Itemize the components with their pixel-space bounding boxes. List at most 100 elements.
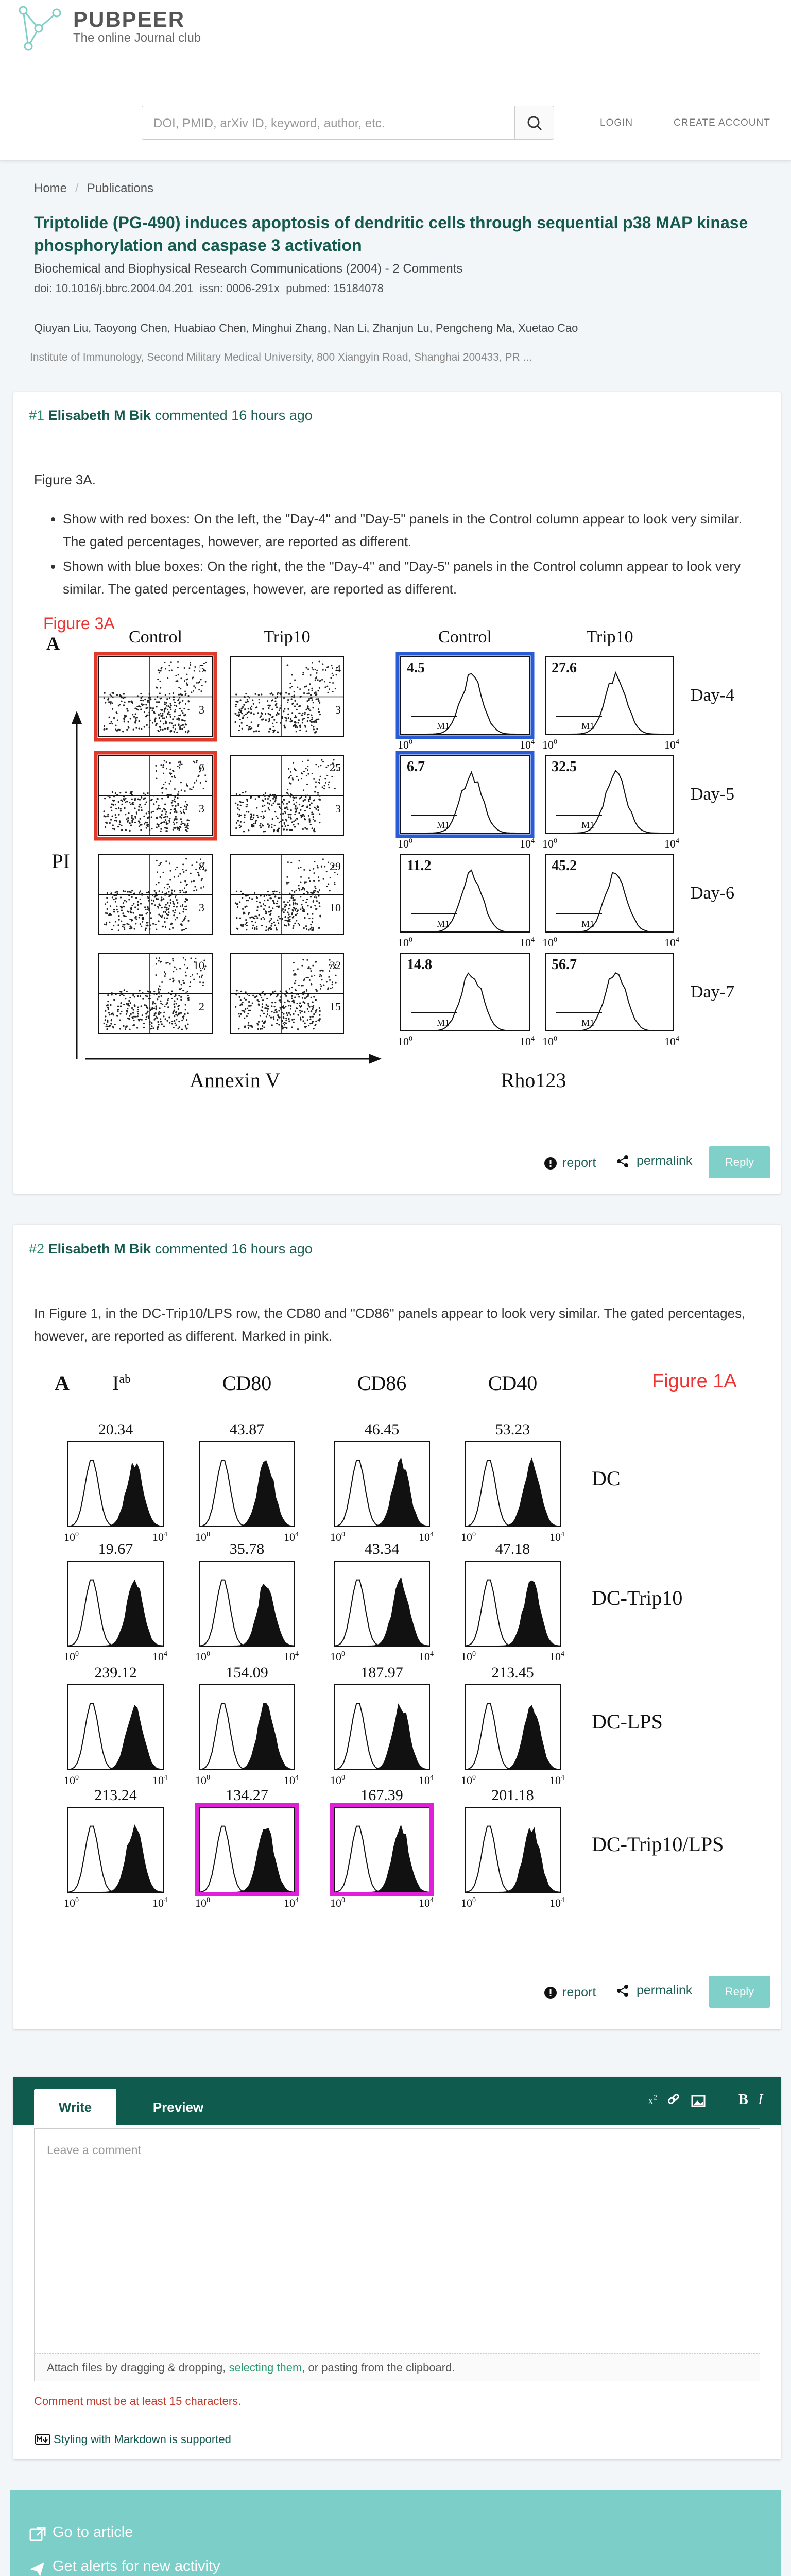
scatter-dot	[309, 674, 312, 676]
scatter-dot	[238, 708, 240, 710]
reply-button[interactable]: Reply	[709, 1976, 770, 2008]
italic-button[interactable]: I	[758, 2092, 763, 2108]
scatter-dot	[167, 961, 169, 963]
comment-textarea[interactable]: Leave a comment	[34, 2128, 760, 2353]
scatter-dot	[131, 815, 133, 817]
toolbar-icons[interactable]	[666, 2094, 713, 2109]
scatter-dot	[126, 990, 128, 993]
scatter-dot	[307, 892, 309, 894]
comment-number[interactable]: #1	[29, 408, 45, 423]
scatter-dot	[244, 816, 246, 818]
scatter-dot	[143, 815, 145, 817]
tick-base: 10	[398, 738, 409, 751]
tick-base: 10	[664, 837, 676, 850]
scatter-dot	[112, 1012, 114, 1014]
scatter-dot	[164, 661, 166, 663]
scatter-dot	[264, 830, 266, 833]
scatter-dot	[307, 766, 309, 768]
scatter-dot	[196, 682, 198, 684]
scatter-dot	[306, 707, 308, 709]
select-files-link[interactable]: selecting them	[229, 2361, 302, 2374]
scatter-dot	[181, 710, 183, 712]
go-to-article-link[interactable]: Go to article	[53, 2524, 133, 2540]
scatter-dot	[314, 692, 316, 694]
mfi-value: 43.34	[365, 1540, 400, 1557]
scatter-dot	[168, 821, 170, 823]
reply-button[interactable]: Reply	[709, 1146, 770, 1178]
axis-tick-label: 104	[549, 1531, 564, 1544]
comment-time[interactable]: commented 16 hours ago	[154, 408, 313, 423]
breadcrumb-link[interactable]: Publications	[87, 181, 154, 195]
scatter-dot	[315, 989, 317, 991]
scatter-dot	[240, 814, 243, 817]
comment-time[interactable]: commented 16 hours ago	[154, 1241, 313, 1257]
report-link[interactable]: report	[562, 1985, 596, 1999]
scatter-dot	[293, 824, 295, 826]
scatter-dot	[278, 1024, 280, 1026]
preview-tab[interactable]: Preview	[152, 2099, 204, 2115]
scatter-dot	[235, 705, 237, 707]
scatter-dot	[290, 775, 292, 777]
scatter-dot	[159, 816, 161, 818]
superscript-button[interactable]: x2	[648, 2094, 657, 2107]
scatter-dot	[243, 704, 245, 706]
quadrant-value: 3	[199, 703, 204, 716]
scatter-dot	[166, 913, 168, 915]
scatter-dot	[134, 821, 136, 824]
scatter-dot	[127, 721, 129, 723]
scatter-dot	[280, 1008, 282, 1010]
scatter-dot	[137, 908, 139, 910]
scatter-dot	[294, 826, 296, 828]
scatter-dot	[284, 925, 286, 927]
report-link[interactable]: report	[562, 1156, 596, 1170]
axis-tick-label: 100	[398, 837, 412, 850]
scatter-dot	[287, 901, 289, 903]
permalink[interactable]: permalink	[637, 1154, 693, 1168]
create-account-link[interactable]: CREATE ACCOUNT	[674, 117, 770, 128]
scatter-dot	[178, 1026, 180, 1028]
permalink[interactable]: permalink	[637, 1983, 693, 1997]
scatter-dot	[286, 806, 288, 808]
scatter-dot	[165, 702, 167, 704]
mfi-value: 35.78	[230, 1540, 265, 1557]
scatter-dot	[119, 808, 122, 810]
scatter-dot	[294, 922, 296, 924]
alerts-link[interactable]: Get alerts for new activity	[53, 2558, 220, 2574]
scatter-dot	[245, 895, 247, 897]
tick-base: 10	[284, 1531, 295, 1544]
comment-number[interactable]: #2	[29, 1241, 45, 1257]
scatter-dot	[135, 812, 138, 815]
scatter-dot	[187, 824, 189, 827]
scatter-dot	[321, 679, 323, 681]
scatter-dot	[174, 966, 176, 968]
scatter-dot	[271, 699, 274, 701]
publication-title[interactable]: Triptolide (PG-490) induces apoptosis of…	[34, 213, 748, 255]
search-input[interactable]: DOI, PMID, arXiv ID, keyword, author, et…	[142, 106, 515, 140]
scatter-dot	[119, 906, 122, 908]
scatter-dot	[314, 679, 316, 681]
scatter-dot	[308, 979, 311, 981]
brand[interactable]: PUBPEER	[73, 7, 185, 31]
axis-tick-label: 100	[64, 1774, 79, 1787]
scatter-dot	[184, 824, 186, 826]
scatter-dot	[332, 667, 334, 669]
scatter-dot	[185, 783, 187, 785]
scatter-dot	[307, 995, 309, 997]
scatter-dot	[140, 925, 143, 927]
control-histogram	[465, 1579, 560, 1647]
scatter-dot	[196, 759, 198, 761]
scatter-dot	[130, 910, 132, 912]
bold-button[interactable]: B	[738, 2092, 748, 2108]
search-button[interactable]	[514, 106, 554, 140]
scatter-dot	[154, 719, 156, 721]
scatter-dot	[235, 822, 237, 824]
scatter-dot	[306, 783, 308, 785]
scatter-dot	[186, 673, 188, 675]
scatter-dot	[137, 1006, 139, 1008]
breadcrumb-link[interactable]: Home	[34, 181, 67, 195]
scatter-dot	[156, 993, 158, 995]
markdown-link[interactable]: Styling with Markdown is supported	[54, 2433, 231, 2446]
write-tab[interactable]: Write	[34, 2089, 116, 2126]
login-link[interactable]: LOGIN	[600, 117, 633, 128]
control-histogram	[199, 1579, 295, 1647]
